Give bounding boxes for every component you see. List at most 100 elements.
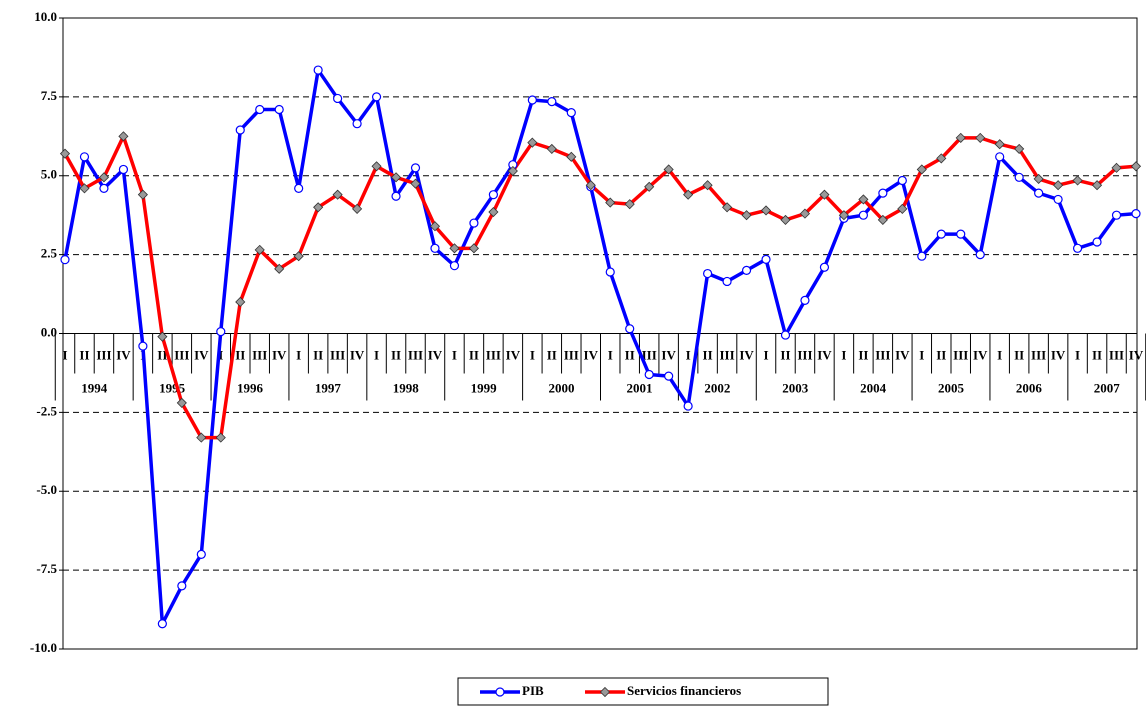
point	[371, 161, 382, 172]
point	[1072, 175, 1083, 186]
point	[585, 180, 596, 191]
x-tick-label: III	[564, 347, 579, 362]
x-tick-label: III	[797, 347, 812, 362]
year-label: 2000	[549, 380, 575, 395]
x-tick-label: II	[780, 347, 790, 362]
x-tick-label: II	[391, 347, 401, 362]
x-tick-label: IV	[817, 347, 832, 362]
x-tick-label: IV	[1129, 347, 1144, 362]
y-tick-label: 7.5	[41, 88, 58, 103]
year-label: 1997	[315, 380, 342, 395]
y-tick-label: -2.5	[36, 403, 57, 418]
x-tick-label: II	[547, 347, 557, 362]
x-tick-label: III	[953, 347, 968, 362]
year-label: 1994	[81, 380, 108, 395]
y-tick-label: 5.0	[41, 167, 57, 182]
year-label: 2002	[704, 380, 730, 395]
point	[196, 549, 206, 559]
x-tick-label: III	[875, 347, 890, 362]
x-tick-label: II	[313, 347, 323, 362]
point	[430, 243, 440, 253]
legend-label: PIB	[522, 683, 544, 698]
point	[59, 148, 71, 159]
point	[527, 137, 538, 148]
point	[897, 203, 908, 214]
year-label: 2001	[626, 380, 652, 395]
x-tick-label: II	[157, 347, 167, 362]
point	[683, 401, 693, 411]
point	[955, 132, 966, 143]
point	[177, 581, 187, 591]
point	[599, 686, 611, 698]
point	[196, 432, 207, 443]
point	[741, 210, 752, 221]
point	[566, 151, 577, 162]
x-tick-label: III	[1031, 347, 1046, 362]
x-tick-label: I	[608, 347, 613, 362]
point	[916, 164, 927, 175]
x-tick-label: III	[96, 347, 111, 362]
point	[917, 251, 927, 261]
point	[1091, 180, 1103, 191]
x-tick-label: II	[1014, 347, 1024, 362]
x-tick-label: I	[218, 347, 223, 362]
point	[819, 262, 830, 272]
year-label: 1999	[471, 380, 498, 395]
x-tick-label: I	[919, 347, 924, 362]
x-tick-label: I	[997, 347, 1002, 362]
x-tick-label: IV	[428, 347, 443, 362]
point	[605, 197, 616, 208]
point	[956, 229, 966, 239]
point	[1014, 143, 1025, 154]
point	[468, 243, 479, 254]
x-tick-label: III	[1109, 347, 1124, 362]
point	[235, 125, 245, 135]
point	[780, 330, 791, 340]
point	[449, 243, 460, 254]
point	[936, 229, 946, 239]
year-label: 2003	[782, 380, 809, 395]
point	[332, 189, 343, 200]
point	[644, 369, 654, 380]
point	[313, 65, 323, 75]
point	[215, 432, 226, 443]
point	[995, 152, 1005, 162]
point	[760, 205, 772, 216]
x-tick-label: II	[79, 347, 89, 362]
point	[60, 255, 70, 265]
point	[495, 687, 505, 697]
x-tick-label: I	[841, 347, 846, 362]
point	[429, 221, 441, 232]
y-tick-label: -10.0	[30, 640, 57, 655]
point	[390, 172, 402, 183]
point	[858, 194, 869, 205]
x-tick-label: II	[1092, 347, 1102, 362]
x-tick-label: II	[625, 347, 635, 362]
x-tick-label: IV	[661, 347, 676, 362]
point	[1053, 180, 1064, 191]
x-tick-label: I	[296, 347, 301, 362]
year-label: 1996	[237, 380, 264, 395]
year-label: 2005	[938, 380, 965, 395]
point	[235, 296, 246, 308]
x-tick-label: IV	[1051, 347, 1066, 362]
x-tick-label: IV	[350, 347, 365, 362]
point	[352, 203, 363, 214]
x-tick-label: II	[703, 347, 713, 362]
point	[254, 244, 265, 255]
point	[410, 178, 421, 189]
point	[99, 183, 109, 193]
point	[663, 164, 674, 175]
x-tick-label: I	[763, 347, 768, 362]
point	[293, 251, 304, 262]
x-tick-label: III	[252, 347, 267, 362]
x-tick-label: IV	[194, 347, 209, 362]
point	[819, 189, 830, 200]
series-line	[63, 134, 1137, 440]
point	[1034, 188, 1044, 198]
point	[975, 250, 985, 260]
x-tick-label: IV	[973, 347, 988, 362]
x-tick-label: I	[452, 347, 457, 362]
x-tick-label: I	[686, 347, 691, 362]
